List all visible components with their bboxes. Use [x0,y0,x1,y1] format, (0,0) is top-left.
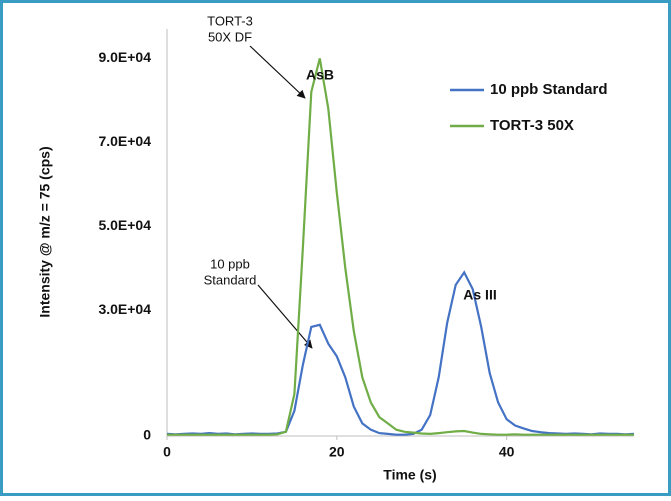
x-tick-label: 20 [329,444,345,460]
y-tick-label: 3.0E+04 [98,301,151,317]
annotation: AsB [306,67,334,83]
y-axis-title: Intensity @ m/z = 75 (cps) [37,146,53,317]
annotation: 50X DF [208,29,252,44]
y-tick-label: 7.0E+04 [98,133,151,149]
annotation: TORT-3 [207,13,253,28]
annotation: Standard [204,272,257,287]
y-tick-label: 0 [143,427,151,443]
series-line [167,58,634,436]
x-axis-title: Time (s) [383,467,436,483]
legend-label: TORT-3 50X [490,117,574,134]
x-tick-label: 40 [499,444,515,460]
annotation-arrow [249,45,306,99]
x-tick-label: 0 [163,444,171,460]
y-tick-label: 9.0E+04 [98,49,151,65]
legend-label: 10 ppb Standard [490,81,608,98]
annotation: As III [463,287,496,303]
y-tick-label: 5.0E+04 [98,217,151,233]
annotation-arrow [257,284,313,349]
annotation: 10 ppb [210,256,250,271]
